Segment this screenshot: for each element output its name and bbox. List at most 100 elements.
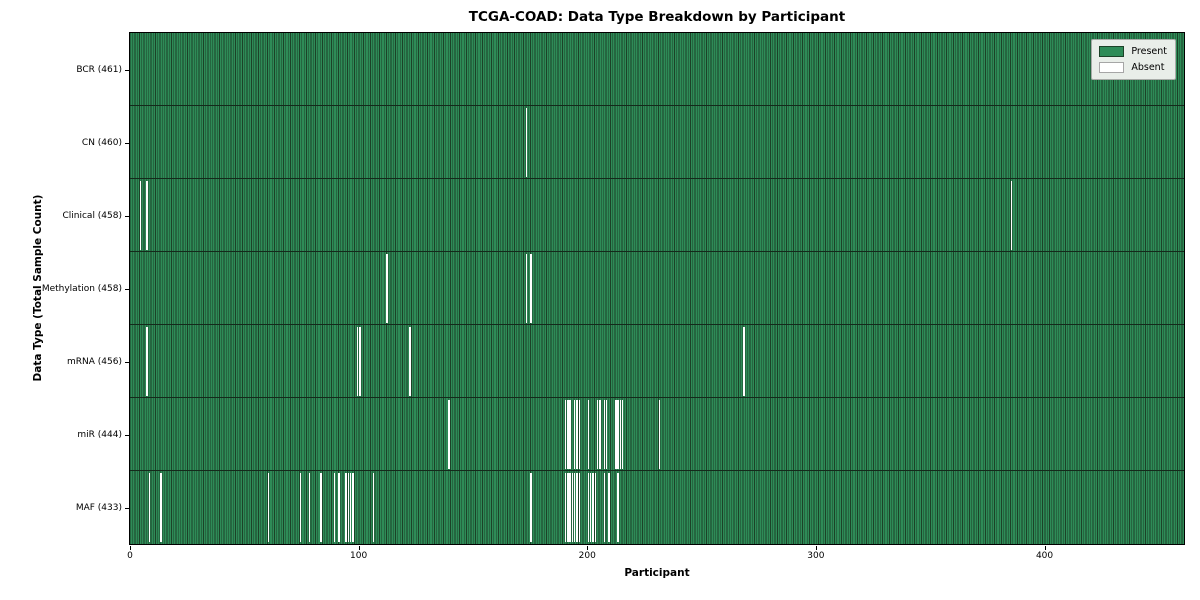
absent-mark xyxy=(573,399,576,469)
absent-mark xyxy=(592,472,594,542)
absent-mark xyxy=(658,399,661,469)
ytick-label-Methylation: Methylation (458) xyxy=(41,283,122,294)
xtick-label-200: 200 xyxy=(578,551,596,561)
absent-mark xyxy=(352,472,354,542)
ytick-label-MAF: MAF (433) xyxy=(75,502,122,513)
xtick-mark xyxy=(1044,546,1046,550)
xtick-mark xyxy=(587,546,589,550)
xtick-label-400: 400 xyxy=(1035,551,1054,561)
row-separator xyxy=(130,470,1184,472)
legend: Present Absent xyxy=(1091,39,1176,80)
heatmap-row-Clinical xyxy=(130,179,1184,252)
absent-mark xyxy=(345,472,347,542)
xtick-label-0: 0 xyxy=(127,551,133,561)
absent-mark xyxy=(347,472,350,542)
absent-mark xyxy=(599,399,601,469)
heatmap-row-CN xyxy=(130,106,1184,179)
absent-mark xyxy=(564,472,567,542)
absent-mark xyxy=(1010,180,1013,250)
absent-mark xyxy=(587,472,590,542)
absent-mark xyxy=(530,253,533,323)
heatmap-plot-area: Present Absent xyxy=(129,32,1185,545)
absent-mark xyxy=(617,399,619,469)
absent-mark xyxy=(569,399,571,469)
heatmap-row-miR xyxy=(130,398,1184,471)
xtick-mark xyxy=(815,546,817,550)
absent-mark xyxy=(569,472,571,542)
legend-present-label: Present xyxy=(1131,46,1167,57)
absent-mark xyxy=(448,399,450,469)
absent-mark xyxy=(596,399,599,469)
absent-mark xyxy=(567,472,569,542)
present-swatch xyxy=(1099,46,1125,57)
row-separator xyxy=(130,105,1184,107)
absent-mark xyxy=(525,107,528,177)
xtick-mark xyxy=(358,546,360,550)
absent-mark xyxy=(621,399,624,469)
absent-mark xyxy=(148,472,151,542)
absent-mark xyxy=(603,472,606,542)
heatmap-row-Methylation xyxy=(130,252,1184,325)
absent-mark xyxy=(386,253,388,323)
absent-mark xyxy=(567,399,569,469)
legend-item-absent: Absent xyxy=(1099,62,1167,73)
absent-mark xyxy=(139,180,142,250)
x-axis-label: Participant xyxy=(624,567,690,579)
ytick-mark xyxy=(125,69,129,71)
absent-mark xyxy=(573,472,576,542)
row-separator xyxy=(130,178,1184,180)
row-separator xyxy=(130,324,1184,326)
legend-item-present: Present xyxy=(1099,46,1167,57)
absent-mark xyxy=(603,399,606,469)
absent-mark xyxy=(743,326,745,396)
ytick-mark xyxy=(125,288,129,290)
absent-mark xyxy=(578,472,581,542)
row-separator xyxy=(130,251,1184,253)
absent-mark xyxy=(308,472,311,542)
ytick-label-Clinical: Clinical (458) xyxy=(62,210,122,221)
absent-mark xyxy=(359,326,361,396)
ytick-label-CN: CN (460) xyxy=(81,137,122,148)
absent-mark xyxy=(356,326,359,396)
absent-mark xyxy=(530,472,533,542)
xtick-mark xyxy=(130,546,131,550)
absent-mark xyxy=(578,399,581,469)
heatmap-row-BCR xyxy=(130,33,1184,106)
heatmap-row-MAF xyxy=(130,471,1184,544)
absent-mark xyxy=(409,326,411,396)
absent-swatch xyxy=(1099,62,1125,73)
row-separator xyxy=(130,397,1184,399)
ytick-mark xyxy=(125,434,129,436)
absent-mark xyxy=(267,472,270,542)
absent-mark xyxy=(571,472,574,542)
ytick-mark xyxy=(125,507,129,509)
absent-mark xyxy=(146,326,148,396)
chart-title: TCGA-COAD: Data Type Breakdown by Partic… xyxy=(468,9,846,25)
absent-mark xyxy=(619,399,622,469)
absent-mark xyxy=(615,399,617,469)
absent-mark xyxy=(333,472,336,542)
absent-mark xyxy=(576,399,578,469)
absent-mark xyxy=(594,472,597,542)
absent-mark xyxy=(605,399,608,469)
absent-mark xyxy=(617,472,619,542)
xtick-label-300: 300 xyxy=(807,551,825,561)
ytick-label-miR: miR (444) xyxy=(77,429,122,440)
xtick-label-100: 100 xyxy=(350,551,368,561)
ytick-mark xyxy=(125,142,129,144)
absent-mark xyxy=(349,472,352,542)
ytick-label-mRNA: mRNA (456) xyxy=(67,356,122,367)
heatmap-row-mRNA xyxy=(130,325,1184,398)
absent-mark xyxy=(608,472,610,542)
legend-absent-label: Absent xyxy=(1131,62,1165,73)
ytick-label-BCR: BCR (461) xyxy=(76,64,122,75)
absent-mark xyxy=(525,253,528,323)
absent-mark xyxy=(372,472,375,542)
ytick-mark xyxy=(125,215,129,217)
absent-mark xyxy=(146,180,148,250)
absent-mark xyxy=(299,472,302,542)
absent-mark xyxy=(160,472,162,542)
absent-mark xyxy=(589,472,592,542)
ytick-mark xyxy=(125,361,129,363)
